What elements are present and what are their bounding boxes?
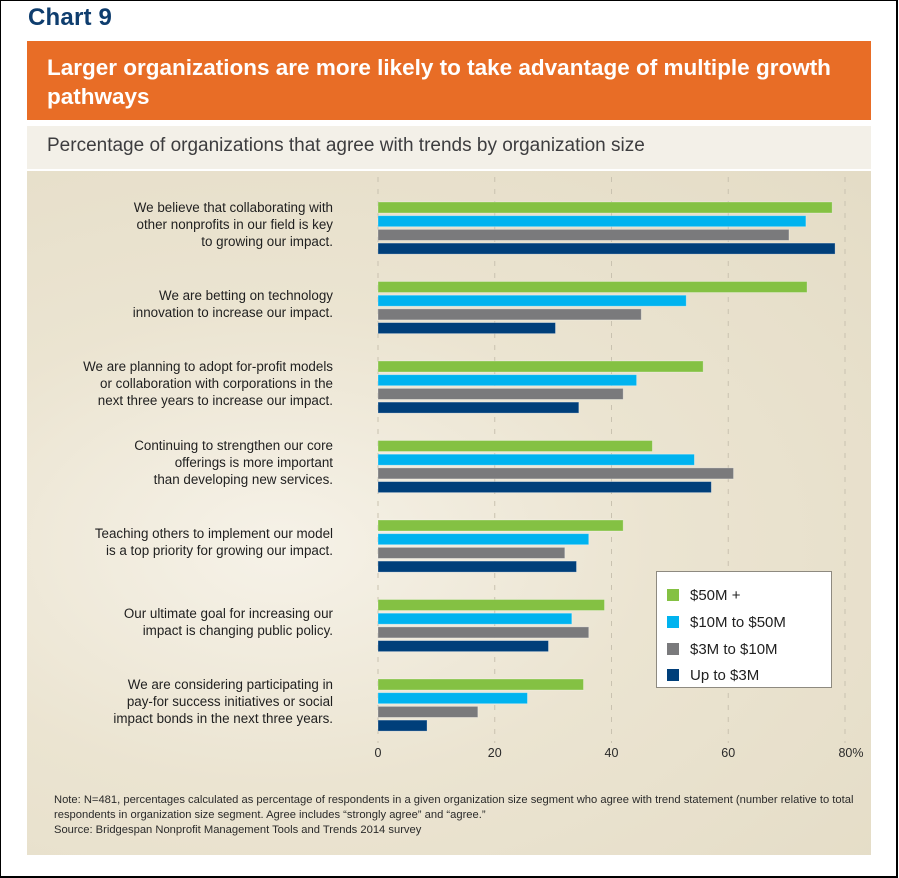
- bar-up-to-3m: [377, 401, 580, 414]
- chart-number: Chart 9: [28, 4, 113, 31]
- category-label: We are betting on technology innovation …: [132, 287, 333, 320]
- bar-50m: [377, 360, 704, 373]
- bar-up-to-3m: [377, 719, 428, 732]
- bar-3m-to-10m: [377, 706, 479, 718]
- bar-50m: [377, 599, 605, 611]
- bar-10m-to-50m: [377, 215, 807, 228]
- legend-item: $10M to $50M: [667, 612, 786, 632]
- bar-3m-to-10m: [377, 626, 590, 639]
- chart-subtitle: Percentage of organizations that agree w…: [47, 135, 645, 156]
- legend-label: $10M to $50M: [690, 613, 786, 631]
- legend: $50M + $10M to $50M $3M to $10M Up to $3…: [656, 571, 832, 688]
- bar-10m-to-50m: [377, 533, 590, 546]
- subtitle-band: Percentage of organizations that agree w…: [27, 126, 871, 169]
- bar-50m: [377, 201, 833, 214]
- title-band: Larger organizations are more likely to …: [27, 41, 871, 120]
- bar-3m-to-10m: [377, 546, 566, 559]
- legend-swatch-10m-to-50m: [667, 616, 679, 628]
- legend-swatch-50m-plus: [667, 589, 679, 601]
- bar-chart: 0 20 40 60 80%: [375, 177, 864, 760]
- x-tick-label: 40: [605, 746, 619, 760]
- category-label: Teaching others to implement our model i…: [94, 526, 333, 559]
- bar-50m: [377, 678, 584, 691]
- bar-up-to-3m: [377, 640, 549, 653]
- bar-up-to-3m: [377, 560, 577, 573]
- chart-panel: 0 20 40 60 80% We believe that collaborating…: [27, 171, 871, 855]
- bar-up-to-3m: [377, 242, 836, 255]
- bar-3m-to-10m: [377, 387, 624, 400]
- category-label: We believe that collaborating with other…: [133, 199, 333, 249]
- legend-label: $3M to $10M: [690, 640, 778, 658]
- bar-50m: [377, 519, 624, 532]
- category-label: Our ultimate goal for increasing our imp…: [123, 605, 333, 638]
- legend-label: Up to $3M: [690, 666, 760, 684]
- legend-item: Up to $3M: [667, 665, 759, 685]
- bar-10m-to-50m: [377, 612, 573, 625]
- note-text: Note: N=481, percentages calculated as p…: [54, 794, 854, 821]
- category-label: We are planning to adopt for-profit mode…: [83, 358, 333, 408]
- bar-10m-to-50m: [377, 453, 695, 466]
- bar-10m-to-50m: [377, 294, 687, 307]
- x-tick-label: 80%: [838, 746, 863, 760]
- source-text: Source: Bridgespan Nonprofit Management …: [54, 824, 422, 836]
- legend-label: $50M +: [690, 586, 741, 604]
- bar-up-to-3m: [377, 481, 712, 494]
- bar-3m-to-10m: [377, 229, 790, 241]
- category-label: Continuing to strengthen our core offeri…: [134, 438, 333, 488]
- bar-3m-to-10m: [377, 467, 734, 480]
- category-label: We are considering participating in pay-…: [113, 676, 333, 726]
- x-tick-label: 0: [375, 746, 382, 760]
- x-tick-label: 20: [488, 746, 502, 760]
- legend-swatch-3m-to-10m: [667, 643, 679, 655]
- legend-swatch-up-to-3m: [667, 669, 679, 681]
- legend-item: $50M +: [667, 585, 740, 605]
- legend-item: $3M to $10M: [667, 639, 778, 659]
- footnote: Note: N=481, percentages calculated as p…: [54, 793, 854, 838]
- bar-50m: [377, 281, 808, 293]
- x-tick-label: 60: [721, 746, 735, 760]
- chart-title: Larger organizations are more likely to …: [47, 55, 831, 109]
- bar-10m-to-50m: [377, 374, 638, 387]
- bar-50m: [377, 440, 653, 452]
- bar-10m-to-50m: [377, 692, 528, 705]
- bar-3m-to-10m: [377, 308, 642, 321]
- bar-up-to-3m: [377, 322, 556, 335]
